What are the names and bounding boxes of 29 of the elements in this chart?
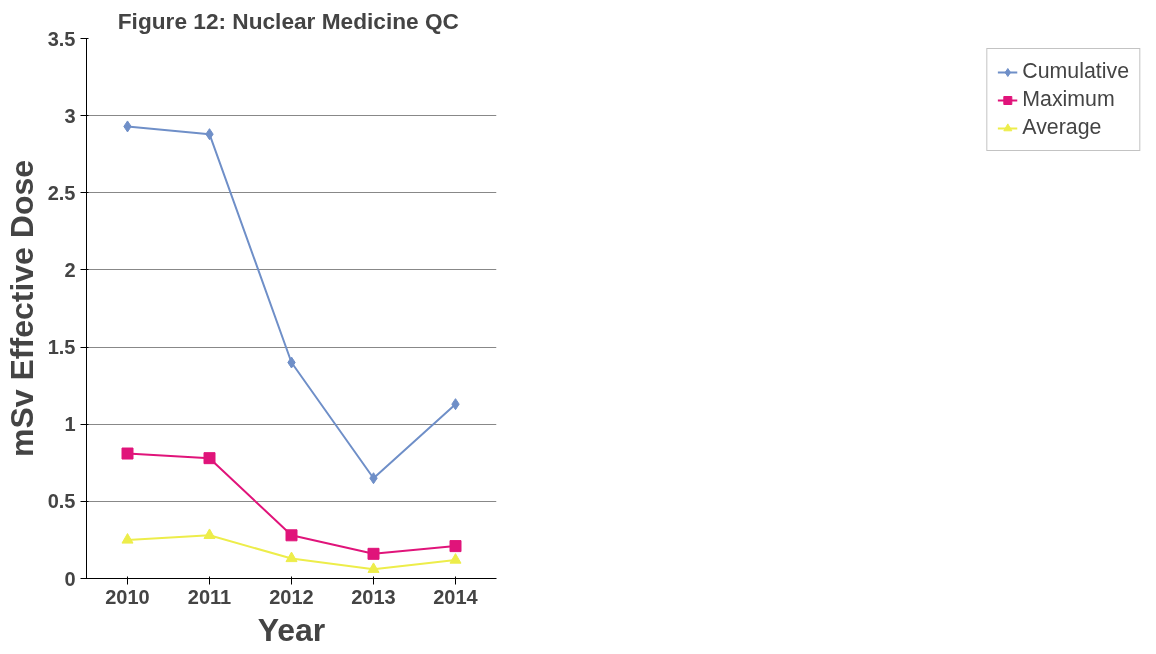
point [285,529,298,542]
y-tick-label: 1.5 [47,336,76,359]
point [449,540,462,553]
x-tick-label: 2010 [105,585,150,608]
y-tick-label: 3.5 [47,27,76,50]
y-tick-label: 2.5 [47,181,76,204]
legend-label: Maximum [1022,87,1115,112]
point [367,547,380,560]
point [367,562,380,573]
point [203,528,216,539]
y-tick-label: 1 [64,413,76,436]
x-axis-title: Year [257,611,326,648]
point [203,452,216,465]
y-tick-label: 0.5 [47,490,76,513]
point [449,553,462,564]
x-tick-label: 2011 [187,585,232,608]
y-tick-label: 0 [64,567,76,590]
y-tick-label: 2 [64,258,76,281]
y-axis-title: mSv Effective Dose [3,159,40,458]
point [285,551,298,563]
x-tick-label: 2013 [351,585,396,608]
chart-title: Figure 12: Nuclear Medicine QC [117,7,459,34]
x-tick-label: 2014 [433,585,479,608]
y-tick-label: 3 [64,104,76,127]
legend-label: Cumulative [1022,59,1129,84]
point [121,447,134,460]
legend-label: Average [1022,115,1102,140]
point [121,533,134,544]
x-tick-label: 2012 [269,585,314,608]
